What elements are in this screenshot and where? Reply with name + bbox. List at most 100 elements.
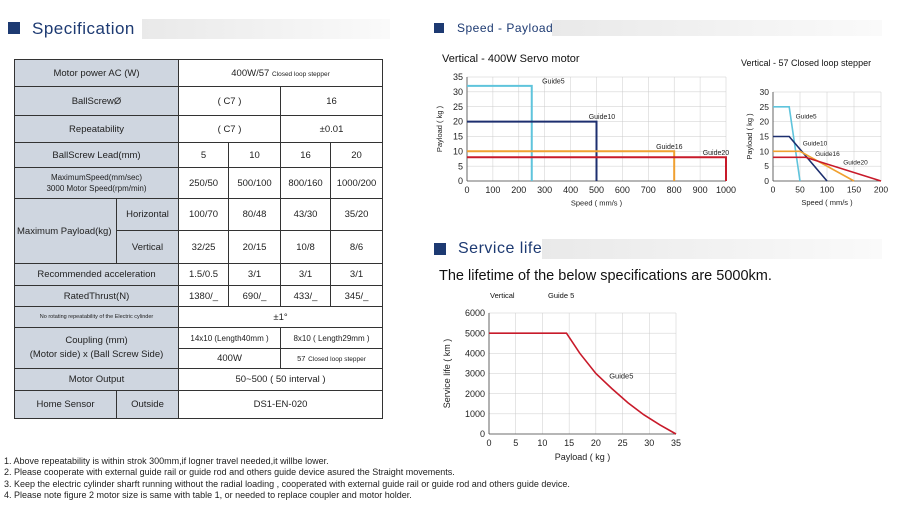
y-tick-label: 30 [453, 87, 463, 97]
horizontal-label: Horizontal [115, 198, 180, 231]
y-tick-label: 4000 [465, 348, 485, 358]
thrust-cell: 1380/_ [178, 285, 230, 307]
acceleration-cell: 1.5/0.5 [178, 263, 230, 286]
lead-label: BallScrew Lead(mm) [13, 142, 180, 168]
vertical-cell: 8/6 [330, 230, 384, 264]
horizontal-cell: 43/30 [280, 198, 332, 231]
x-tick-label: 700 [641, 185, 656, 195]
table-row-acceleration: Recommended acceleration 1.5/0.5 3/1 3/1… [13, 263, 384, 286]
series-label: Guide5 [609, 372, 633, 381]
y-tick-label: 30 [760, 87, 770, 97]
series-line-guide20 [467, 156, 727, 181]
y-tick-label: 5 [764, 161, 769, 171]
table-row-lead: BallScrew Lead(mm) 5 10 16 20 [13, 142, 384, 168]
x-tick-label: 0 [486, 438, 491, 448]
y-tick-label: 0 [480, 429, 485, 439]
x-tick-label: 35 [671, 438, 681, 448]
series-label: Guide16 [815, 151, 840, 158]
series-line-guide10 [467, 120, 598, 181]
acceleration-cell: 3/1 [228, 263, 282, 286]
thrust-label: RatedThrust(N) [13, 285, 180, 307]
series-label: Guide16 [656, 144, 683, 151]
x-tick-label: 100 [820, 185, 834, 195]
max-speed-cell: 800/160 [280, 167, 332, 199]
x-tick-label: 0 [771, 185, 776, 195]
max-speed-cell: 250/50 [178, 167, 230, 199]
repeatability-label: Repeatability [13, 115, 180, 143]
ballscrew-value: 16 [280, 86, 384, 116]
acceleration-label: Recommended acceleration [13, 263, 180, 286]
footnote: 1. Above repeatability is within strok 3… [4, 456, 329, 466]
max-speed-label-line2: 3000 Motor Speed(rpm/min) [46, 184, 147, 193]
x-tick-label: 10 [537, 438, 547, 448]
chart-title: Vertical - 400W Servo motor [442, 53, 580, 65]
table-row-ballscrew: BallScrewØ ( C7 ) 16 [13, 86, 384, 116]
chart-header-right: Guide 5 [548, 291, 574, 300]
series-label: Guide20 [843, 160, 868, 167]
motor-power-note: Closed loop stepper [271, 70, 330, 78]
table-row-payload-vertical: Vertical 32/25 20/15 10/8 8/6 [15, 230, 384, 264]
spec-header-square-icon [8, 22, 20, 34]
motor-power-label: Motor power AC (W) [13, 59, 180, 87]
y-tick-label: 25 [453, 102, 463, 112]
y-tick-label: 10 [760, 146, 770, 156]
table-row-max-speed: MaximumSpeed(mm/sec) 3000 Motor Speed(rp… [13, 167, 384, 199]
series-label: Guide10 [803, 140, 828, 147]
table-row-motor-output: Motor Output 50~500 ( 50 interval ) [13, 368, 384, 391]
speed-section-title: Speed - Payload [457, 21, 554, 35]
lead-cell: 16 [280, 142, 332, 168]
coupling-label: Coupling (mm) (Motor side) x (Ball Screw… [13, 327, 180, 369]
series-line-guide5 [773, 106, 801, 182]
lifetime-statement: The lifetime of the below specifications… [439, 268, 772, 284]
y-tick-label: 35 [453, 72, 463, 82]
chart-title: Vertical - 57 Closed loop stepper [741, 58, 871, 68]
coupling-stepper-value: 8x10 ( Length29mm ) [280, 327, 384, 349]
series-label: Guide5 [542, 79, 565, 86]
y-tick-label: 6000 [465, 308, 485, 318]
y-tick-label: 3000 [465, 369, 485, 379]
x-tick-label: 1000 [716, 185, 736, 195]
spec-section-title: Specification [32, 19, 135, 38]
footnotes: 1. Above repeatability is within strok 3… [4, 456, 570, 501]
footnote: 2. Please cooperate with external guide … [4, 467, 455, 478]
coupling-stepper-main: 57 [297, 354, 306, 363]
acceleration-cell: 3/1 [330, 263, 384, 286]
thrust-cell: 690/_ [228, 285, 282, 307]
series-line-guide10 [773, 135, 828, 182]
y-tick-label: 15 [453, 132, 463, 142]
max-payload-label: Maximum Payload(kg) [14, 198, 117, 264]
y-tick-label: 0 [764, 176, 769, 186]
coupling-servo-motor: 400W [178, 348, 282, 369]
spec-header-bar [142, 19, 390, 39]
x-tick-label: 600 [615, 185, 630, 195]
x-tick-label: 0 [464, 185, 469, 195]
max-speed-label: MaximumSpeed(mm/sec) 3000 Motor Speed(rp… [13, 167, 180, 199]
vertical-cell: 32/25 [178, 230, 230, 264]
table-row-thrust: RatedThrust(N) 1380/_ 690/_ 433/_ 345/_ [13, 285, 384, 307]
series-line-guide16 [467, 150, 676, 181]
x-tick-label: 400 [563, 185, 578, 195]
lead-cell: 20 [330, 142, 384, 168]
series-label: Guide10 [589, 114, 616, 121]
y-tick-label: 0 [458, 176, 463, 186]
horizontal-cell: 35/20 [330, 198, 384, 231]
coupling-stepper-motor: 57 Closed loop stepper [280, 348, 384, 369]
y-tick-label: 5 [458, 161, 463, 171]
x-tick-label: 100 [485, 185, 500, 195]
y-tick-label: 2000 [465, 389, 485, 399]
table-row-payload-horizontal: Maximum Payload(kg) Horizontal 100/70 80… [14, 198, 384, 264]
y-axis-label: Payload ( kg ) [435, 105, 444, 152]
service-header-square-icon [434, 243, 446, 255]
x-axis-label: Payload ( kg ) [555, 452, 611, 462]
y-axis-label: Payload ( kg ) [745, 113, 754, 160]
x-tick-label: 30 [644, 438, 654, 448]
coupling-stepper-note: Closed loop stepper [308, 356, 366, 363]
x-tick-label: 150 [847, 185, 861, 195]
series-label: Guide20 [703, 150, 730, 157]
vertical-cell: 10/8 [280, 230, 332, 264]
x-tick-label: 200 [874, 185, 888, 195]
motor-power-value: 400W/57 Closed loop stepper [178, 59, 384, 87]
coupling-label-line2: (Motor side) x (Ball Screw Side) [29, 349, 164, 360]
vertical-cell: 20/15 [228, 230, 282, 264]
